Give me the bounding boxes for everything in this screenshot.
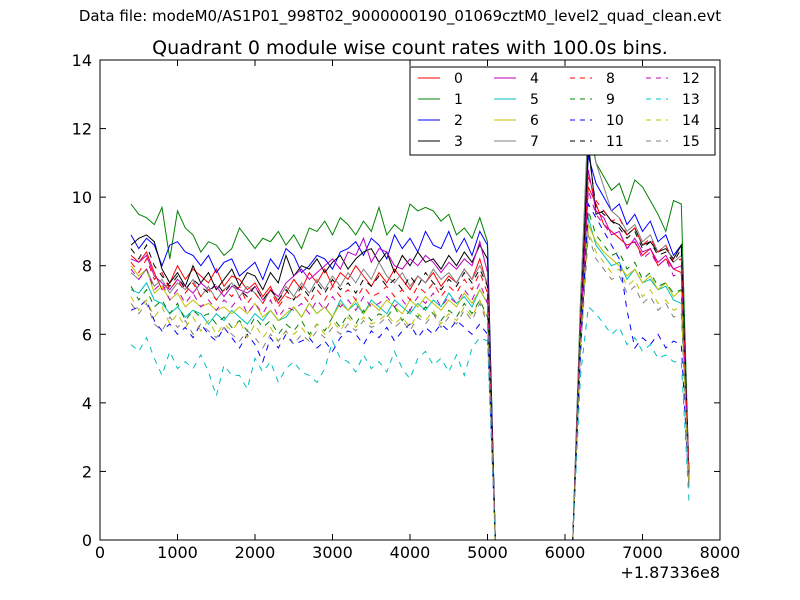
series-lines xyxy=(130,111,690,541)
legend-label-6: 6 xyxy=(530,113,539,129)
x-tick-label-1000: 1000 xyxy=(157,543,198,562)
legend-label-2: 2 xyxy=(454,113,463,129)
legend-label-15: 15 xyxy=(682,134,700,150)
series-line-1 xyxy=(130,125,690,541)
legend-box xyxy=(409,66,716,156)
series-line-9 xyxy=(130,210,690,541)
legend-label-3: 3 xyxy=(454,134,463,150)
y-tick-label-4: 4 xyxy=(82,394,92,413)
y-tick-label-0: 0 xyxy=(82,531,92,550)
series-line-5 xyxy=(130,217,690,541)
x-axis: 0 1000 2000 3000 4000 5000 6000 7000 8000 xyxy=(95,60,740,562)
series-line-12 xyxy=(130,190,690,541)
y-tick-label-12: 12 xyxy=(72,120,92,139)
y-tick-label-14: 14 xyxy=(72,51,92,70)
legend-label-14: 14 xyxy=(682,113,700,129)
series-line-10 xyxy=(130,202,690,541)
series-line-4 xyxy=(130,169,690,541)
x-tick-label-8000: 8000 xyxy=(700,543,741,562)
y-tick-label-6: 6 xyxy=(82,325,92,344)
legend-label-13: 13 xyxy=(682,92,700,108)
legend-label-9: 9 xyxy=(606,92,615,108)
legend-label-11: 11 xyxy=(606,134,624,150)
x-tick-label-7000: 7000 xyxy=(622,543,663,562)
x-offset-label: +1.87336e8 xyxy=(620,563,720,582)
legend-label-8: 8 xyxy=(606,71,615,87)
y-tick-label-2: 2 xyxy=(82,462,92,481)
chart-title: Quadrant 0 module wise count rates with … xyxy=(152,37,668,59)
series-line-15 xyxy=(130,234,690,541)
suptitle: Data file: modeM0/AS1P01_998T02_90000001… xyxy=(78,7,722,25)
x-tick-label-4000: 4000 xyxy=(390,543,431,562)
legend-label-5: 5 xyxy=(530,92,539,108)
series-line-8 xyxy=(130,176,690,541)
series-line-14 xyxy=(130,231,690,541)
x-tick-label-3000: 3000 xyxy=(312,543,353,562)
legend-label-10: 10 xyxy=(606,113,624,129)
x-tick-label-0: 0 xyxy=(95,543,105,562)
x-tick-label-6000: 6000 xyxy=(545,543,586,562)
y-tick-label-10: 10 xyxy=(72,188,92,207)
legend-label-7: 7 xyxy=(530,134,539,150)
legend-label-4: 4 xyxy=(530,71,539,87)
x-tick-label-5000: 5000 xyxy=(467,543,508,562)
series-line-0 xyxy=(130,186,690,541)
legend-label-12: 12 xyxy=(682,71,700,87)
series-line-11 xyxy=(130,149,690,541)
x-tick-label-2000: 2000 xyxy=(235,543,276,562)
y-tick-label-8: 8 xyxy=(82,257,92,276)
series-line-13 xyxy=(130,305,690,541)
legend-label-0: 0 xyxy=(454,71,463,87)
series-line-3 xyxy=(130,142,690,541)
series-line-2 xyxy=(130,155,690,541)
legend-label-1: 1 xyxy=(454,92,463,108)
